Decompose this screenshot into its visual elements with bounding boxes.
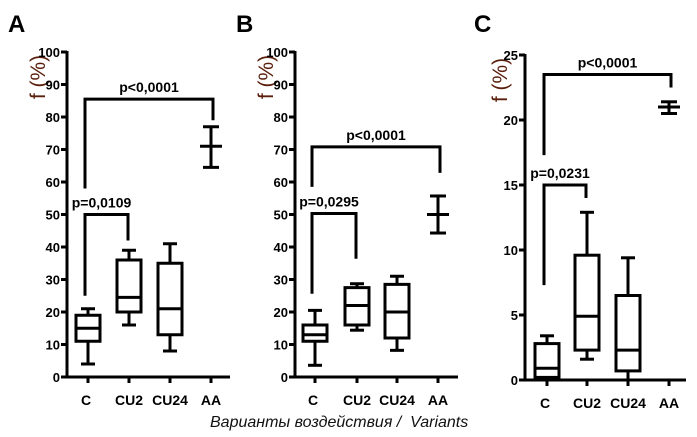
- box-aa: [200, 125, 222, 169]
- y-tick-label: 0: [281, 370, 288, 385]
- p-value-label: p=0,0231: [530, 165, 590, 181]
- y-tick-label: 40: [46, 240, 60, 255]
- y-tick-label: 20: [504, 113, 518, 128]
- y-tick-label: 20: [46, 305, 60, 320]
- bracket-line: [542, 73, 673, 156]
- box-cu2: [343, 282, 371, 332]
- panel-c: Cf (%) 0 5 10 15 20 25 C CU2 CU24 AA p=0,0231 p<0,00…: [474, 11, 686, 411]
- y-tick-label: 100: [38, 45, 60, 60]
- box-iqr: [301, 323, 329, 343]
- x-tick-label: C: [540, 395, 550, 411]
- significance-bracket: p<0,0001: [310, 127, 442, 187]
- x-tick-label: C: [308, 392, 318, 408]
- x-tick-label: CU2: [343, 392, 371, 408]
- y-tick-label: 40: [274, 240, 288, 255]
- y-tick-label: 15: [504, 178, 518, 193]
- panel-letter: A: [8, 11, 25, 38]
- x-axis-caption: Варианты воздействия / Variants: [210, 414, 469, 431]
- x-tick-label: AA: [428, 392, 448, 408]
- box-c: [301, 308, 329, 367]
- panel-letter: C: [474, 11, 491, 38]
- box-cu2: [573, 210, 601, 361]
- box-iqr: [115, 258, 143, 314]
- y-tick-label: 30: [46, 273, 60, 288]
- panel-a: Af (%) 0 10 20 30 40 50 60 70 80 90 100 C CU2 CU24 AA p=…: [8, 11, 230, 408]
- box-iqr: [614, 294, 642, 373]
- x-tick-label: AA: [201, 392, 221, 408]
- panel-b: Bf (%) 0 10 20 30 40 50 60 70 80 90 100 C CU2 CU24 AA p=…: [236, 11, 458, 408]
- p-value-label: p=0,0109: [72, 195, 132, 211]
- y-tick-label: 100: [266, 45, 288, 60]
- box-cu24: [383, 274, 411, 352]
- significance-bracket: p<0,0001: [542, 55, 673, 156]
- p-value-label: p<0,0001: [119, 79, 179, 95]
- y-axis-label: f (%): [27, 55, 50, 99]
- x-tick-label: AA: [659, 395, 679, 411]
- box-iqr: [573, 253, 601, 352]
- bracket-line: [310, 145, 442, 187]
- y-tick-label: 25: [504, 48, 518, 63]
- bracket-line: [83, 97, 215, 189]
- y-tick-label: 0: [53, 370, 60, 385]
- p-value-label: p<0,0001: [578, 55, 638, 71]
- y-tick-label: 10: [504, 243, 518, 258]
- significance-bracket: p=0,0295: [299, 194, 359, 294]
- p-value-label: p<0,0001: [346, 127, 406, 143]
- significance-bracket: p=0,0109: [72, 195, 132, 296]
- y-tick-label: 60: [46, 175, 60, 190]
- y-axis-label: f (%): [489, 58, 512, 102]
- bracket-line: [542, 183, 588, 286]
- y-tick-label: 80: [274, 110, 288, 125]
- x-tick-label: CU2: [115, 392, 143, 408]
- y-axis-label: f (%): [255, 55, 278, 99]
- y-tick-label: 50: [46, 208, 60, 223]
- x-tick-label: C: [81, 392, 91, 408]
- y-tick-label: 10: [46, 338, 60, 353]
- x-tick-label: CU24: [379, 392, 415, 408]
- bracket-line: [83, 213, 130, 296]
- panel-letter: B: [236, 11, 253, 38]
- box-c: [533, 334, 561, 382]
- box-iqr: [156, 261, 184, 337]
- box-aa: [658, 100, 680, 115]
- y-tick-label: 50: [274, 208, 288, 223]
- y-tick-label: 20: [274, 305, 288, 320]
- x-tick-label: CU24: [610, 395, 646, 411]
- y-tick-label: 70: [46, 143, 60, 158]
- x-tick-label: CU2: [573, 395, 601, 411]
- y-tick-label: 70: [274, 143, 288, 158]
- x-tick-label: CU24: [152, 392, 188, 408]
- y-tick-label: 90: [274, 78, 288, 93]
- box-cu24: [156, 242, 184, 353]
- y-tick-label: 60: [274, 175, 288, 190]
- significance-bracket: p<0,0001: [83, 79, 215, 189]
- p-value-label: p=0,0295: [299, 194, 359, 210]
- y-tick-label: 80: [46, 110, 60, 125]
- box-aa: [427, 194, 449, 235]
- y-tick-label: 0: [511, 373, 518, 388]
- y-tick-label: 5: [511, 308, 518, 323]
- box-cu2: [115, 248, 143, 327]
- box-iqr: [533, 342, 561, 379]
- box-c: [74, 307, 102, 366]
- bracket-line: [310, 212, 358, 294]
- y-tick-label: 90: [46, 78, 60, 93]
- box-cu24: [614, 256, 642, 382]
- y-tick-label: 10: [274, 338, 288, 353]
- significance-bracket: p=0,0231: [530, 165, 590, 286]
- y-tick-label: 30: [274, 273, 288, 288]
